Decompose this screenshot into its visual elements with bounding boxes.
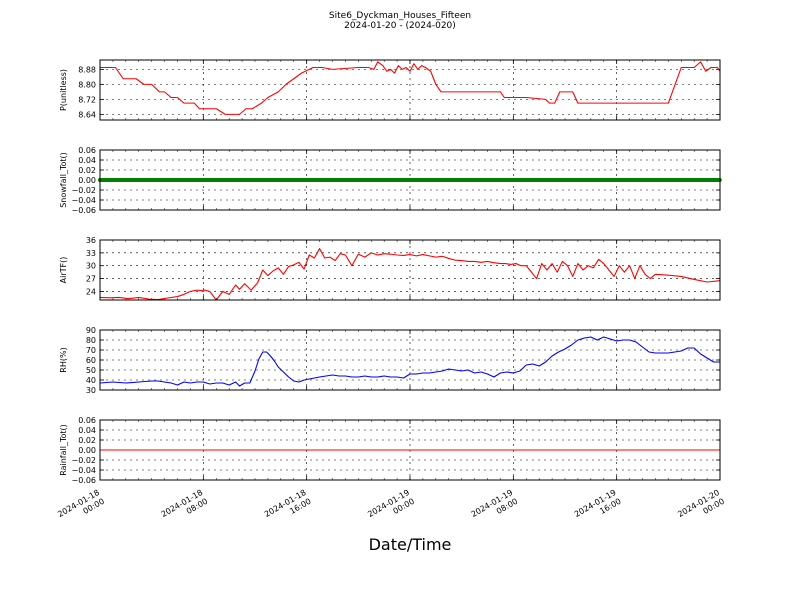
y-tick-label: −0.04 bbox=[71, 196, 96, 205]
y-tick-label: 8.80 bbox=[78, 80, 96, 89]
y-tick-label: 90 bbox=[86, 326, 96, 335]
x-tick-label: 2024-01-1916:00 bbox=[573, 488, 623, 528]
panel-1: 8.64 8.72 8.80 8.88 P(unitless) bbox=[59, 59, 721, 121]
y-tick-label: 0.02 bbox=[78, 436, 96, 445]
x-tick-label: 2024-01-1816:00 bbox=[263, 488, 313, 528]
panel-frame bbox=[99, 239, 721, 301]
panel-5: −0.06−0.04−0.020.000.020.040.06 Rainfall_… bbox=[59, 416, 721, 485]
y-tick-label: 8.88 bbox=[78, 65, 96, 74]
y-tick-label: 0.04 bbox=[78, 426, 96, 435]
y-tick-label: 0.06 bbox=[78, 416, 96, 425]
y-tick-label: −0.02 bbox=[71, 456, 96, 465]
x-tick-label: 2024-01-2000:00 bbox=[676, 488, 726, 528]
y-tick-label: 24 bbox=[86, 287, 96, 296]
panel-frame bbox=[99, 59, 721, 121]
panel-frame bbox=[99, 149, 721, 211]
chart-subtitle: 2024-01-20 - (2024-020) bbox=[344, 21, 456, 31]
y-tick-label: 0.04 bbox=[78, 156, 96, 165]
y-tick-label: 33 bbox=[86, 249, 96, 258]
panel-3: 24 27 30 33 36 AirTF() bbox=[59, 236, 721, 301]
y-tick-label: 60 bbox=[86, 356, 96, 365]
y-tick-label: 0.00 bbox=[78, 176, 96, 185]
y-tick-label: 27 bbox=[86, 275, 96, 284]
y-tick-label: 36 bbox=[86, 236, 96, 245]
y-tick-label: 0.06 bbox=[78, 146, 96, 155]
panel-frame bbox=[99, 419, 721, 481]
y-axis-label: AirTF() bbox=[59, 257, 68, 284]
y-tick-label: −0.04 bbox=[71, 466, 96, 475]
y-tick-label: 0.02 bbox=[78, 166, 96, 175]
y-tick-label: 40 bbox=[86, 376, 96, 385]
panel-2: −0.06−0.04−0.020.000.020.040.06 Snowfall_… bbox=[59, 146, 722, 215]
y-tick-label: 8.64 bbox=[78, 110, 96, 119]
y-tick-label: −0.06 bbox=[71, 476, 96, 485]
x-tick-labels: 2024-01-1800:00 2024-01-1808:00 2024-01-18… bbox=[56, 488, 726, 528]
series-line bbox=[99, 248, 721, 301]
y-tick-label: 70 bbox=[86, 346, 96, 355]
y-tick-label: −0.06 bbox=[71, 206, 96, 215]
y-tick-label: 30 bbox=[86, 386, 96, 395]
y-axis-label: Snowfall_Tot() bbox=[59, 152, 68, 208]
x-tick-label: 2024-01-1808:00 bbox=[160, 488, 210, 528]
y-axis-label: RH(%) bbox=[59, 347, 68, 372]
x-axis-label: Date/Time bbox=[369, 535, 452, 554]
y-axis-label: P(unitless) bbox=[59, 69, 68, 111]
y-tick-label: 80 bbox=[86, 336, 96, 345]
y-tick-label: −0.02 bbox=[71, 186, 96, 195]
y-tick-label: 8.72 bbox=[78, 95, 96, 104]
chart-title: Site6_Dyckman_Houses_Fifteen bbox=[329, 11, 471, 21]
x-tick-label: 2024-01-1800:00 bbox=[56, 488, 106, 528]
x-tick-label: 2024-01-1900:00 bbox=[366, 488, 416, 528]
y-tick-label: 50 bbox=[86, 366, 96, 375]
x-tick-label: 2024-01-1908:00 bbox=[470, 488, 520, 528]
y-tick-label: 0.00 bbox=[78, 446, 96, 455]
series-line bbox=[99, 336, 720, 387]
series-line bbox=[100, 61, 721, 115]
y-tick-label: 30 bbox=[86, 262, 96, 271]
y-axis-label: Rainfall_Tot() bbox=[59, 424, 68, 476]
panel-frame bbox=[99, 329, 721, 391]
